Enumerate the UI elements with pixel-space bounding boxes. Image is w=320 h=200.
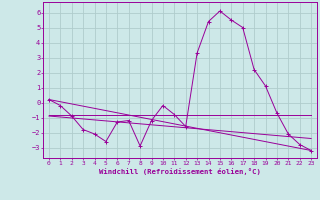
X-axis label: Windchill (Refroidissement éolien,°C): Windchill (Refroidissement éolien,°C)	[99, 168, 261, 175]
